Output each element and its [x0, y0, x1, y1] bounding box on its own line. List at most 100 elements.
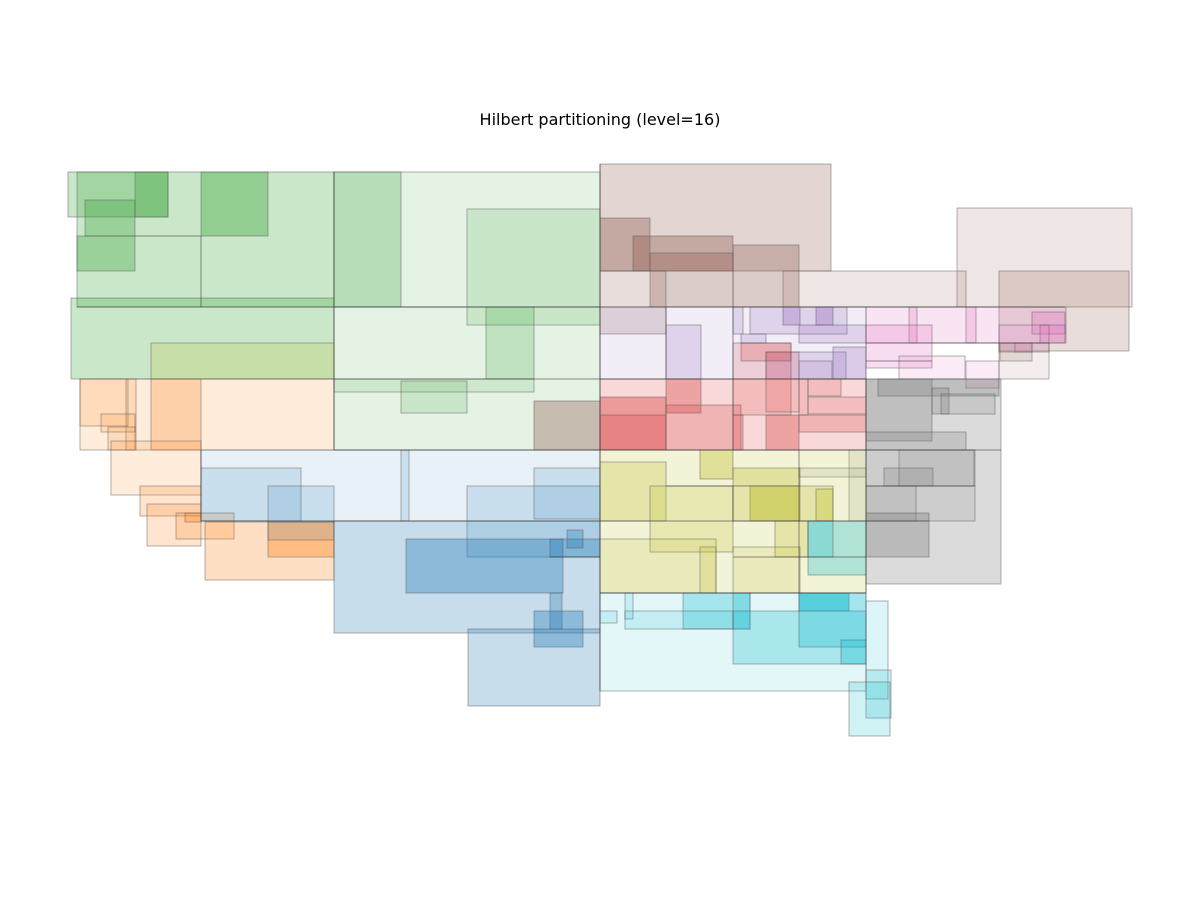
- partition-rect-purple: [832, 346, 867, 380]
- partition-rect-cyan: [807, 520, 867, 576]
- partition-grid-lines: [77, 164, 1065, 691]
- partition-rect-purple: [740, 333, 767, 344]
- partition-rect-cyan: [807, 520, 834, 558]
- partition-rect-green: [134, 171, 169, 218]
- partition-rect-red: [765, 351, 800, 413]
- partition-rectangles: [67, 163, 1133, 737]
- partition-rect-red: [665, 378, 702, 414]
- partition-rect-olive: [774, 520, 809, 558]
- partition-rect-red: [798, 378, 809, 416]
- partition-rect-orange: [175, 512, 235, 540]
- partition-rect-cyan: [840, 639, 867, 665]
- partition-rect-green: [67, 171, 169, 218]
- partition-rect-olive: [732, 546, 801, 594]
- partition-rect-gray: [898, 449, 975, 487]
- partition-rect-cyan: [798, 592, 867, 648]
- partition-rect-olive: [815, 488, 834, 522]
- chart-title: Hilbert partitioning (level=16): [479, 110, 721, 129]
- partition-rect-orange: [267, 521, 335, 558]
- partition-rect-red: [807, 396, 867, 415]
- partition-rect-brown: [782, 270, 967, 308]
- partition-rect-brown: [732, 244, 800, 308]
- partition-rect-gray: [865, 378, 933, 442]
- partition-rect-purple: [732, 306, 744, 335]
- partition-rect-brown: [998, 270, 1130, 352]
- partition-rect-brown: [533, 400, 601, 451]
- partition-rect-cyan: [599, 610, 618, 624]
- partition-rect-orange: [150, 378, 202, 451]
- partition-rect-olive: [699, 449, 734, 480]
- partition-rect-green: [333, 171, 601, 308]
- partition-rect-red: [765, 414, 800, 451]
- partition-rect-brown: [599, 163, 832, 272]
- partition-rect-pink: [1014, 342, 1033, 353]
- partition-rect-red: [807, 378, 842, 397]
- partition-rect-pink: [898, 355, 966, 380]
- partition-rect-orange: [79, 378, 335, 451]
- partition-rect-gray: [931, 387, 950, 415]
- partition-rect-cyan: [848, 681, 891, 737]
- partition-rect-brown: [956, 207, 1133, 308]
- partition-rect-cyan: [732, 610, 867, 665]
- partition-rect-orange: [110, 440, 202, 496]
- partition-rect-pink: [965, 306, 977, 344]
- partition-rect-green: [70, 297, 335, 380]
- partition-rect-blue: [467, 628, 601, 707]
- partition-rect-brown: [599, 270, 667, 335]
- partition-rect-purple: [798, 324, 867, 344]
- partition-rect-blue: [549, 592, 563, 630]
- partition-rect-pink: [998, 324, 1050, 353]
- partition-rect-green: [84, 199, 136, 237]
- partition-rect-red: [732, 414, 744, 451]
- partition-rect-brown: [649, 252, 734, 308]
- partition-rect-brown: [998, 342, 1050, 380]
- partition-rect-red: [798, 414, 867, 433]
- partition-rect-pink: [965, 360, 1000, 389]
- partition-rect-purple: [665, 324, 702, 380]
- partition-rect-orange: [125, 378, 137, 451]
- partition-rect-pink: [1039, 324, 1066, 344]
- partition-rect-blue: [200, 467, 302, 522]
- partition-rect-olive: [732, 485, 834, 522]
- partition-rect-gray: [865, 512, 930, 558]
- partition-rect-purple: [815, 306, 834, 326]
- partition-rect-cyan: [624, 610, 734, 630]
- partition-rect-cyan: [682, 592, 751, 630]
- partition-rect-orange: [146, 503, 202, 547]
- partition-rect-pink: [865, 306, 1067, 344]
- partition-rect-blue: [533, 467, 601, 520]
- partition-rect-orange: [79, 378, 129, 427]
- partition-rect-blue: [533, 610, 584, 648]
- partition-rect-purple: [765, 351, 847, 380]
- partition-rect-olive: [599, 538, 717, 594]
- partition-rect-green: [485, 306, 535, 380]
- partition-rect-gray: [865, 431, 967, 451]
- partition-rect-red: [599, 414, 667, 451]
- partition-rect-green: [400, 380, 468, 414]
- partition-rect-green: [200, 171, 269, 237]
- partition-rect-blue: [200, 449, 601, 522]
- partition-rect-brown: [632, 235, 734, 272]
- partition-rect-orange: [100, 413, 136, 433]
- partition-rect-olive: [732, 467, 801, 487]
- partition-rect-purple: [749, 306, 848, 335]
- partition-rect-blue: [405, 538, 564, 594]
- partition-rect-green: [466, 208, 601, 326]
- partition-rect-red: [740, 342, 792, 362]
- partition-rect-olive: [649, 485, 734, 553]
- partition-rect-green: [333, 171, 402, 308]
- partition-rect-orange: [204, 521, 335, 581]
- partition-rect-olive: [699, 546, 717, 594]
- partition-rect-red: [665, 404, 742, 451]
- partition-rect-cyan: [865, 669, 892, 719]
- partition-rect-green: [76, 235, 136, 272]
- partition-rect-cyan: [865, 600, 889, 700]
- partition-rect-orange: [139, 485, 202, 517]
- partition-rect-orange: [184, 512, 202, 523]
- partition-rect-blue: [566, 529, 584, 549]
- partition-rect-purple: [782, 306, 801, 326]
- partition-rect-olive: [150, 342, 335, 380]
- partition-rect-gray: [877, 378, 1000, 397]
- partition-rect-orange: [107, 426, 136, 451]
